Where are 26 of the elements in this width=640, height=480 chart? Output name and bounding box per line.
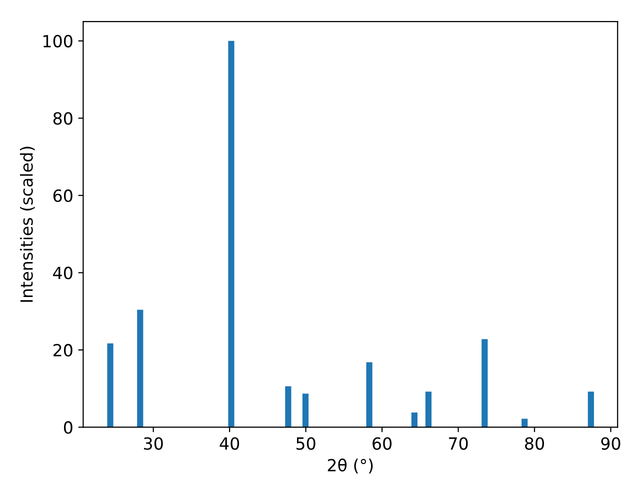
y-axis-title: Intensities (scaled) [20,146,35,302]
x-tick-label: 50 [296,437,316,450]
bar [137,310,144,428]
y-tick-label: 80 [53,112,72,125]
x-tick-label: 60 [372,437,392,450]
y-tick-label: 40 [53,266,72,280]
y-tick-label: 20 [53,344,72,357]
y-tick-label: 60 [53,189,72,202]
x-tick-label: 30 [144,437,163,450]
x-tick-label: 80 [525,437,544,450]
bar [482,339,488,428]
x-tick-label: 70 [449,437,468,450]
x-tick-label: 40 [220,437,240,450]
bar [425,392,432,428]
bar [588,392,594,428]
bar [366,362,372,428]
y-tick-label: 100 [43,34,72,48]
bar [228,40,234,428]
bar [285,386,292,428]
y-tick-label: 0 [64,421,72,434]
bar [107,343,114,428]
bar [522,418,528,428]
x-tick-label: 90 [601,437,620,450]
bar [411,412,418,428]
bar [302,394,309,428]
x-axis-title: 2θ (°) [328,458,373,474]
